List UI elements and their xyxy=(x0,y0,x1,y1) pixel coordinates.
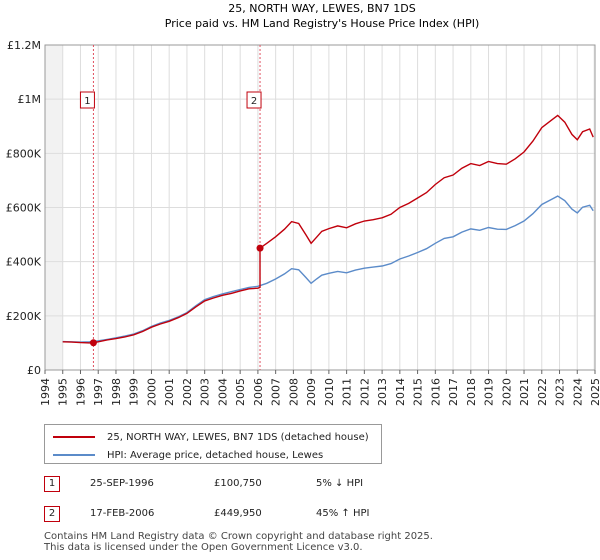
sale-hpi-diff: 45% ↑ HPI xyxy=(316,508,370,519)
x-tick-label: 2020 xyxy=(500,378,513,406)
x-tick-label: 2001 xyxy=(163,378,176,406)
x-tick-label: 2011 xyxy=(341,378,354,406)
y-tick-label: £800K xyxy=(6,147,42,160)
x-tick-label: 2007 xyxy=(270,378,283,406)
x-tick-label: 1994 xyxy=(39,378,52,406)
sale-label-box xyxy=(79,91,95,109)
sale-price: £449,950 xyxy=(214,508,262,519)
plot-border xyxy=(44,44,596,371)
x-axis: 1994 1995 1996 1997 1998 1999 2000 2001 2002 2003… xyxy=(39,370,600,406)
x-tick-label: 1997 xyxy=(92,378,105,406)
sale-label-number: 2 xyxy=(251,96,257,107)
legend-label-hpi: HPI: Average price, detached house, Lewe… xyxy=(107,449,324,461)
x-tick-label: 1999 xyxy=(128,378,141,406)
x-tick-label: 2009 xyxy=(305,378,318,406)
x-tick-label: 2002 xyxy=(181,378,194,406)
y-axis: £0 £200K £400K £600K £800K £1M £1.2M xyxy=(6,39,42,377)
sale-date: 25-SEP-1996 xyxy=(90,478,154,489)
sale-marker xyxy=(256,244,264,252)
x-tick-label: 2003 xyxy=(199,378,212,406)
legend-item-hpi: HPI: Average price, detached house, Lewe… xyxy=(53,446,323,464)
x-tick-label: 2015 xyxy=(412,378,425,406)
footer-copyright: Contains HM Land Registry data © Crown c… xyxy=(44,531,433,542)
chart-title: 25, NORTH WAY, LEWES, BN7 1DS xyxy=(228,2,415,15)
series-lines xyxy=(62,114,594,344)
sale-label-number: 1 xyxy=(84,96,90,107)
sale-label-box xyxy=(246,91,262,109)
y-tick-label: £1.2M xyxy=(7,39,41,52)
legend-swatch-hpi xyxy=(53,454,95,456)
x-tick-label: 2005 xyxy=(234,378,247,406)
x-tick-label: 2017 xyxy=(447,378,460,406)
property-price-line xyxy=(62,114,594,344)
x-tick-label: 2016 xyxy=(429,378,442,406)
sale-price: £100,750 xyxy=(214,478,262,489)
x-tick-label: 2025 xyxy=(589,378,600,406)
footer-licence: This data is licensed under the Open Gov… xyxy=(44,542,363,553)
legend-item-property: 25, NORTH WAY, LEWES, BN7 1DS (detached … xyxy=(53,428,369,446)
y-tick-label: £1M xyxy=(18,93,42,106)
x-tick-label: 2019 xyxy=(483,378,496,406)
x-tick-label: 2021 xyxy=(518,378,531,406)
y-tick-label: £400K xyxy=(6,256,42,269)
sale-number-badge: 1 xyxy=(44,476,60,492)
legend: 25, NORTH WAY, LEWES, BN7 1DS (detached … xyxy=(44,424,382,464)
chart-subtitle: Price paid vs. HM Land Registry's House … xyxy=(165,17,480,30)
y-tick-label: £0 xyxy=(27,364,41,377)
x-tick-label: 1998 xyxy=(110,378,123,406)
x-tick-label: 2000 xyxy=(145,378,158,406)
x-tick-label: 2018 xyxy=(465,378,478,406)
sale-date: 17-FEB-2006 xyxy=(90,508,155,519)
y-tick-label: £200K xyxy=(6,310,42,323)
price-chart: 25, NORTH WAY, LEWES, BN7 1DS Price paid… xyxy=(6,2,600,406)
gridlines xyxy=(44,44,596,371)
x-tick-label: 2012 xyxy=(358,378,371,406)
legend-label-property: 25, NORTH WAY, LEWES, BN7 1DS (detached … xyxy=(107,431,369,443)
x-tick-label: 1995 xyxy=(57,378,70,406)
x-tick-label: 2010 xyxy=(323,378,336,406)
sale-hpi-diff: 5% ↓ HPI xyxy=(316,478,364,489)
sale-row: 1 25-SEP-1996 £100,750 5% ↓ HPI xyxy=(44,474,464,494)
hpi-line xyxy=(62,195,594,343)
sale-number-badge: 2 xyxy=(44,506,60,522)
x-tick-label: 2024 xyxy=(571,378,584,406)
x-tick-label: 2006 xyxy=(252,378,265,406)
x-tick-label: 2013 xyxy=(376,378,389,406)
legend-swatch-property xyxy=(53,436,95,438)
footer: Contains HM Land Registry data © Crown c… xyxy=(44,531,433,553)
x-tick-label: 2008 xyxy=(287,378,300,406)
sale-marker xyxy=(89,339,97,347)
y-tick-label: £600K xyxy=(6,202,42,215)
x-tick-label: 2022 xyxy=(536,378,549,406)
x-tick-label: 2004 xyxy=(216,378,229,406)
x-tick-label: 1996 xyxy=(74,378,87,406)
x-tick-label: 2023 xyxy=(554,378,567,406)
sale-row: 2 17-FEB-2006 £449,950 45% ↑ HPI xyxy=(44,504,464,524)
x-tick-label: 2014 xyxy=(394,378,407,406)
